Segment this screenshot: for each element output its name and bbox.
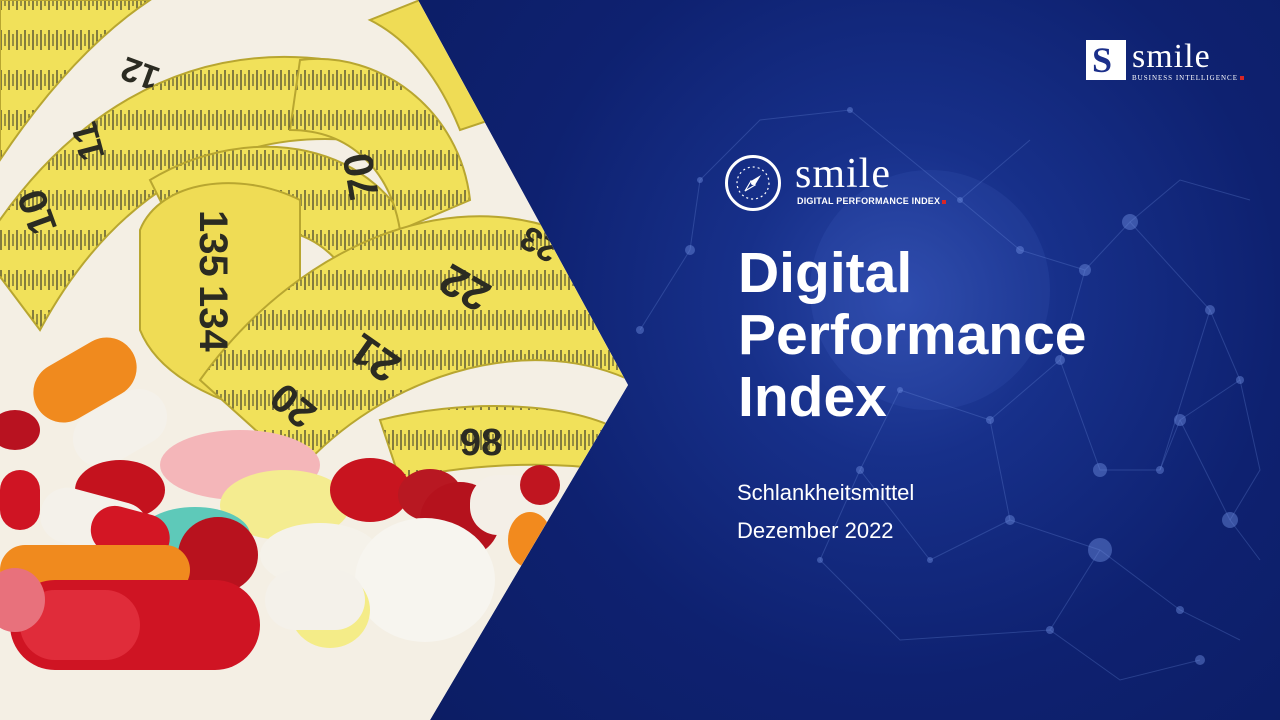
slide-date: Dezember 2022 xyxy=(737,518,894,543)
tape-number: 135 xyxy=(191,210,235,277)
pills-icon xyxy=(0,337,560,670)
logo-red-dot xyxy=(1239,76,1244,80)
measuring-tape-icon xyxy=(0,0,628,482)
dpi-logo-tagline-text: DIGITAL PERFORMANCE INDEX xyxy=(797,196,941,206)
dpi-logo-wordmark: smile xyxy=(795,151,891,197)
dpi-logo-tagline: DIGITAL PERFORMANCE INDEX xyxy=(797,196,947,206)
logo-mark-square: S xyxy=(1086,40,1126,80)
dpi-logo-red-dot xyxy=(942,200,947,204)
logo-mark-letter: S xyxy=(1092,40,1113,80)
tape-number: 134 xyxy=(191,285,235,352)
slide-title: Digital Performance Index xyxy=(738,242,1178,428)
tape-number: 70 xyxy=(334,149,388,203)
title-line: Index xyxy=(738,365,887,429)
smile-business-intelligence-logo: S smile BUSINESS INTELLIGENCE xyxy=(1086,38,1244,82)
logo-tagline-text: BUSINESS INTELLIGENCE xyxy=(1132,74,1238,82)
logo-tagline: BUSINESS INTELLIGENCE xyxy=(1132,74,1244,82)
smile-dpi-logo: smile DIGITAL PERFORMANCE INDEX xyxy=(725,151,947,217)
compass-icon xyxy=(725,155,781,211)
tape-number: 98 xyxy=(460,422,502,464)
slide-topic: Schlankheitsmittel xyxy=(737,480,915,505)
title-line: Performance xyxy=(738,303,1087,367)
logo-wordmark: smile xyxy=(1132,38,1211,75)
title-line: Digital xyxy=(738,241,913,305)
